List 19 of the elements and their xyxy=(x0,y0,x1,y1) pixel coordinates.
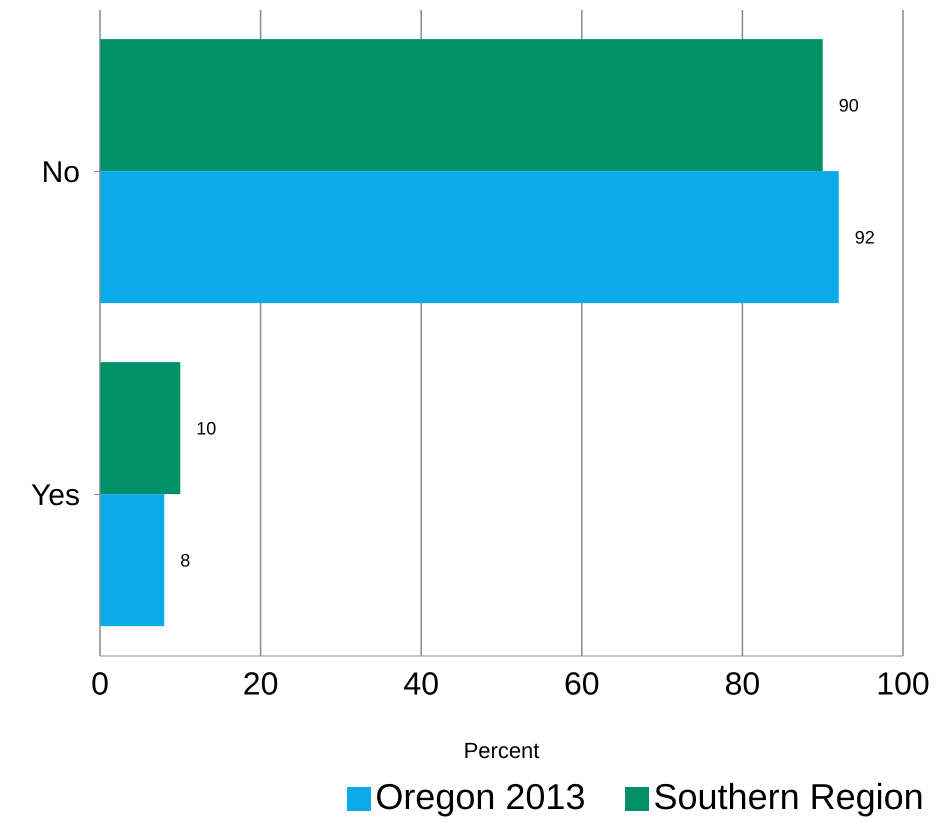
x-tick-label: 100 xyxy=(876,666,930,702)
data-label: 10 xyxy=(196,418,216,438)
legend-label: Southern Region xyxy=(653,776,924,817)
bar xyxy=(100,39,823,172)
y-tick-label: No xyxy=(42,156,80,190)
legend-label: Oregon 2013 xyxy=(375,776,586,817)
x-tick-label: 40 xyxy=(403,666,439,702)
x-tick-label: 60 xyxy=(564,666,600,702)
data-label: 92 xyxy=(854,227,875,248)
data-label: 90 xyxy=(838,95,859,116)
y-tick-label: Yes xyxy=(31,479,80,512)
bar xyxy=(100,171,839,304)
data-label: 8 xyxy=(180,550,190,570)
bar xyxy=(100,362,180,494)
bar xyxy=(100,494,164,626)
x-tick-label: 20 xyxy=(242,666,278,702)
x-axis-title: Percent xyxy=(464,738,540,763)
x-tick-label: 0 xyxy=(91,666,109,702)
x-tick-label: 80 xyxy=(724,666,760,702)
